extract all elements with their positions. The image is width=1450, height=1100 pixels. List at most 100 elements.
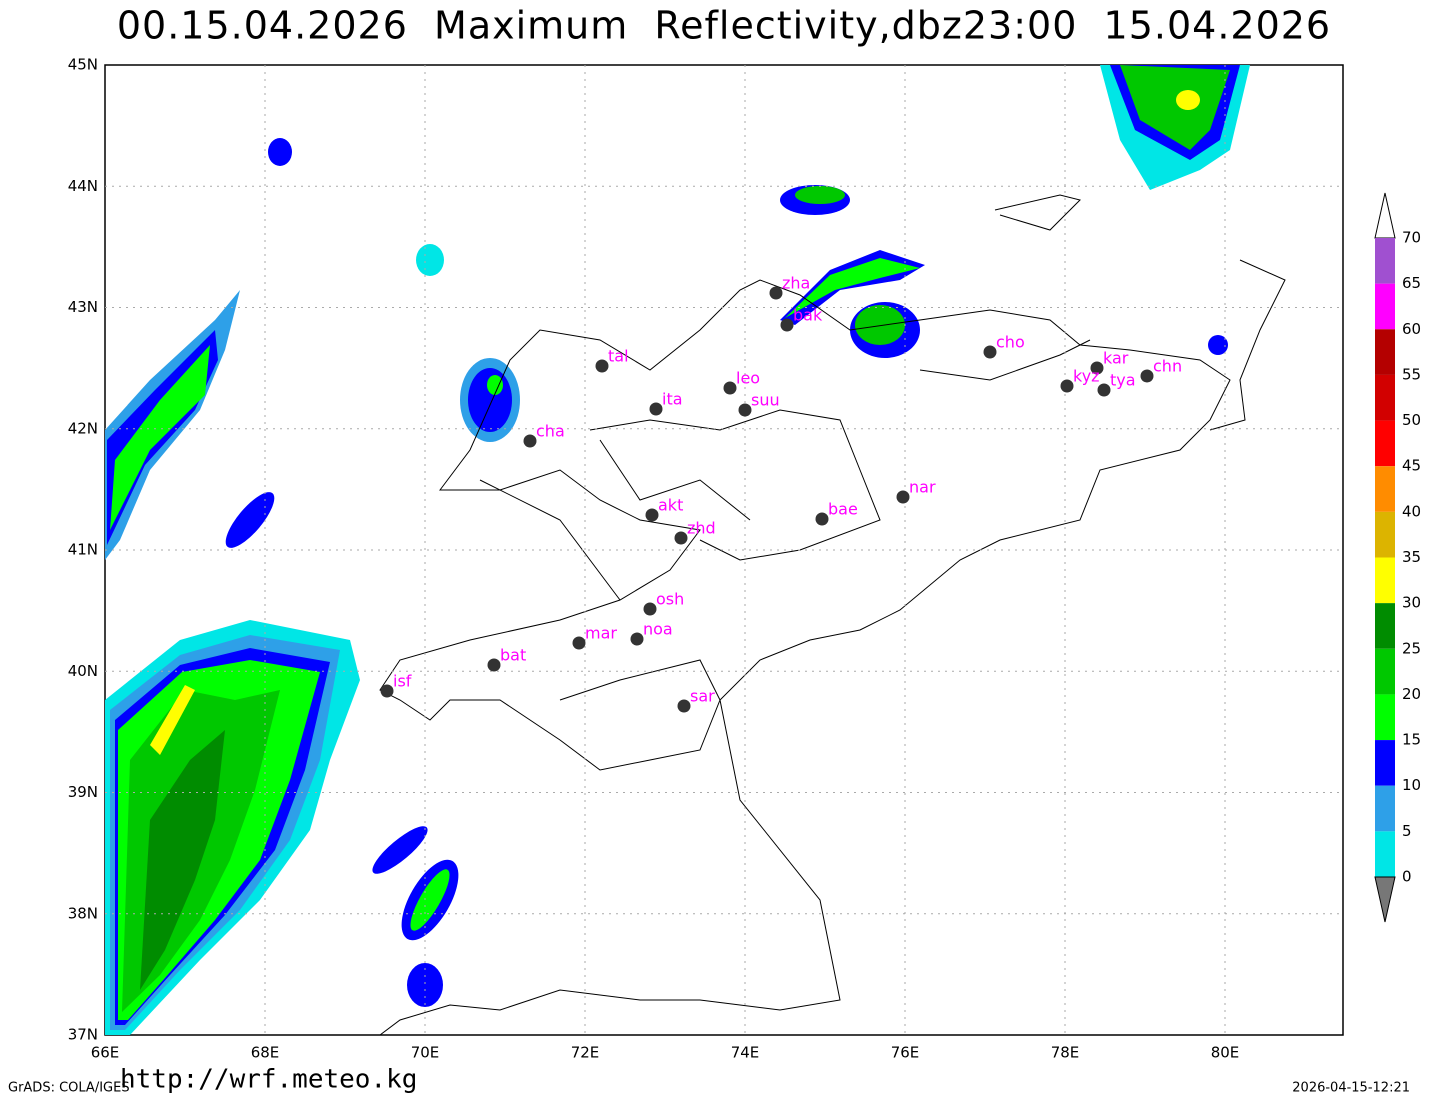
lon-label: 72E [571, 1044, 600, 1062]
station-label: cha [536, 422, 565, 441]
colorbar-segment [1375, 740, 1395, 786]
station-label: bak [793, 306, 823, 325]
colorbar-segment [1375, 238, 1395, 284]
colorbar-segment [1375, 557, 1395, 604]
station-label: ita [662, 390, 683, 409]
colorbar-segment [1375, 511, 1395, 558]
lon-label: 70E [411, 1044, 440, 1062]
station-marker [780, 318, 794, 332]
colorbar-segment [1375, 374, 1395, 421]
colorbar-segment [1375, 694, 1395, 741]
colorbar-segment [1375, 329, 1395, 375]
grid: 66E 68E 70E 72E 74E 76E 78E 80E 45N 44N 43N 42N 41N 4… [68, 56, 1343, 1062]
station-marker [523, 434, 537, 448]
lon-label: 78E [1051, 1044, 1080, 1062]
station-label: suu [751, 391, 780, 410]
colorbar-label: 70 [1402, 229, 1421, 247]
colorbar-segment [1375, 785, 1395, 832]
station-label: bae [828, 500, 858, 519]
map-frame [104, 64, 1344, 1036]
reflectivity-field [105, 65, 1250, 1035]
footer-url: http://wrf.meteo.kg [120, 1065, 417, 1095]
colorbar-label: 30 [1402, 594, 1421, 612]
station-marker [738, 403, 752, 417]
station-marker [380, 684, 394, 698]
station-label: zhd [687, 519, 716, 538]
colorbar-label: 65 [1402, 274, 1421, 292]
station-label: leo [736, 369, 760, 388]
colorbar-label: 15 [1402, 731, 1421, 749]
borders [379, 194, 1286, 1036]
station-marker [1097, 383, 1111, 397]
lat-label: 41N [68, 541, 98, 559]
station-label: nar [909, 478, 936, 497]
station-marker [595, 359, 609, 373]
station-marker [643, 602, 657, 616]
station-marker [1140, 369, 1154, 383]
station-label: osh [656, 590, 684, 609]
station-marker [674, 531, 688, 545]
colorbar-segment [1375, 420, 1395, 467]
lat-label: 44N [68, 177, 98, 195]
colorbar-label: 60 [1402, 320, 1421, 338]
station-label: chn [1153, 357, 1182, 376]
station-label: akt [658, 496, 683, 515]
colorbar-label: 25 [1402, 639, 1421, 657]
colorbar-label: 40 [1402, 502, 1421, 520]
station-label: kar [1103, 349, 1129, 368]
colorbar-label: 35 [1402, 548, 1421, 566]
station-label: mar [585, 624, 617, 643]
colorbar-bottom [1374, 876, 1396, 923]
station-label: sar [690, 687, 715, 706]
lat-label: 39N [68, 783, 98, 801]
colorbar-label: 5 [1402, 822, 1412, 840]
footer-left: GrADS: COLA/IGES [8, 1081, 130, 1096]
station-marker [649, 402, 663, 416]
lat-label: 45N [68, 56, 98, 74]
station-marker [769, 286, 783, 300]
station-marker [487, 658, 501, 672]
station-label: bat [500, 646, 526, 665]
lat-label: 43N [68, 298, 98, 316]
station-marker [677, 699, 691, 713]
colorbar-segment [1375, 466, 1395, 512]
lat-label: 38N [68, 904, 98, 922]
station-label: tal [608, 347, 629, 366]
station-marker [983, 345, 997, 359]
lon-label: 80E [1211, 1044, 1240, 1062]
colorbar-label: 55 [1402, 365, 1421, 383]
footer-timestamp: 2026-04-15-12:21 [1292, 1081, 1410, 1096]
station-marker [723, 381, 737, 395]
colorbar-label: 10 [1402, 776, 1421, 794]
lon-label: 66E [91, 1044, 120, 1062]
station-label: noa [643, 620, 673, 639]
colorbar-label: 20 [1402, 685, 1421, 703]
station-label: isf [393, 672, 412, 691]
colorbar-segment [1375, 831, 1395, 877]
station-label: zha [782, 274, 810, 293]
lon-label: 76E [891, 1044, 920, 1062]
colorbar-segment [1375, 648, 1395, 695]
station-marker [1060, 379, 1074, 393]
station-label: tya [1110, 371, 1136, 390]
colorbar-label: 50 [1402, 411, 1421, 429]
station-marker [572, 636, 586, 650]
lon-label: 74E [731, 1044, 760, 1062]
colorbar-segment [1375, 603, 1395, 649]
station-label: cho [996, 333, 1025, 352]
station-marker [815, 512, 829, 526]
station-marker [645, 508, 659, 522]
station-marker [896, 490, 910, 504]
station-marker [630, 632, 644, 646]
station-label: kyz [1073, 367, 1100, 386]
colorbar-label: 45 [1402, 457, 1421, 475]
lon-label: 68E [251, 1044, 280, 1062]
title: 00.15.04.2026 Maximum Reflectivity,dbz23… [117, 4, 1331, 48]
colorbar-top [1374, 192, 1396, 239]
station-marker [1090, 361, 1104, 375]
lat-label: 40N [68, 662, 98, 680]
colorbar-label: 0 [1402, 868, 1412, 886]
colorbar-segment [1375, 283, 1395, 330]
